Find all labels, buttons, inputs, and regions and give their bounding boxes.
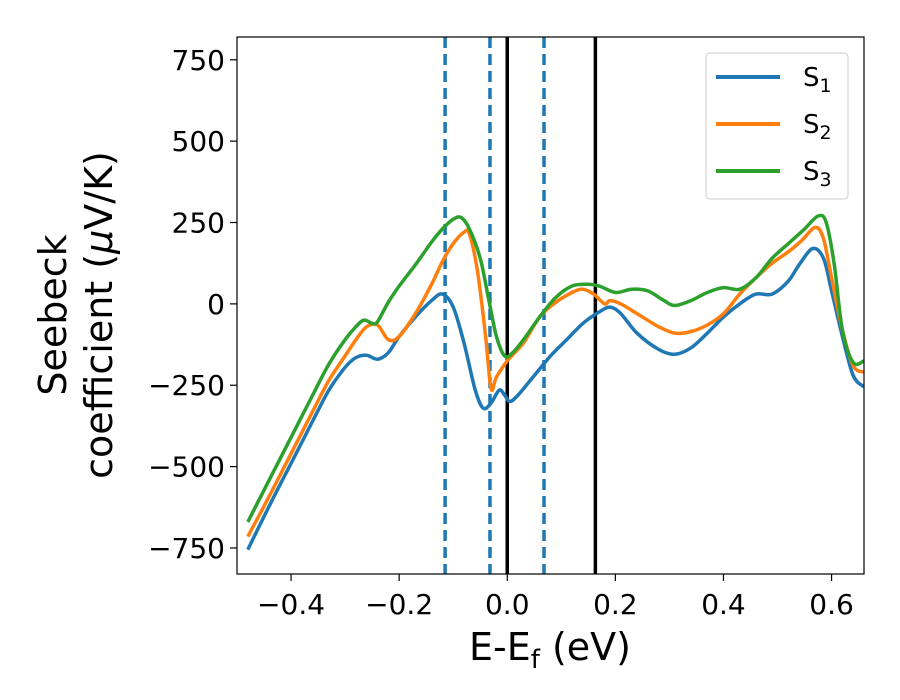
y-tick-label: −500 [148, 451, 225, 484]
y-axis-title: Seebeck coefficient (μV/K) [31, 151, 121, 479]
x-tick-label: 0.0 [485, 588, 530, 621]
x-tick-label: −0.4 [257, 588, 325, 621]
legend: S1 S2 S3 [705, 52, 849, 200]
y-tick-label: 0 [207, 288, 225, 321]
series-line-s3 [246, 213, 864, 523]
x-axis-title: E-Ef (eV) [469, 625, 631, 675]
legend-label-s3: S3 [803, 157, 832, 191]
y-tick-label: 750 [172, 44, 225, 77]
x-tick-label: 0.6 [809, 588, 854, 621]
x-tick-label: −0.2 [365, 588, 433, 621]
x-tick-label: 0.4 [701, 588, 746, 621]
legend-label-s1: S1 [803, 63, 832, 97]
y-tick-label: −250 [148, 369, 225, 402]
plot-area [246, 37, 864, 574]
y-tick-label: −750 [148, 532, 225, 565]
y-axis: −750 −500 −250 0 250 500 750 [148, 44, 237, 565]
y-axis-title-line1: Seebeck [31, 234, 75, 395]
x-tick-label: 0.2 [593, 588, 638, 621]
plot-frame [236, 36, 865, 575]
series-line-s2 [246, 225, 864, 538]
x-axis: −0.4 −0.2 0.0 0.2 0.4 0.6 [257, 574, 854, 621]
y-axis-title-line2: coefficient (μV/K) [77, 151, 121, 479]
series-line-s1 [246, 246, 864, 551]
y-tick-label: 250 [172, 207, 225, 240]
y-tick-label: 500 [172, 125, 225, 158]
legend-label-s2: S2 [803, 110, 832, 144]
